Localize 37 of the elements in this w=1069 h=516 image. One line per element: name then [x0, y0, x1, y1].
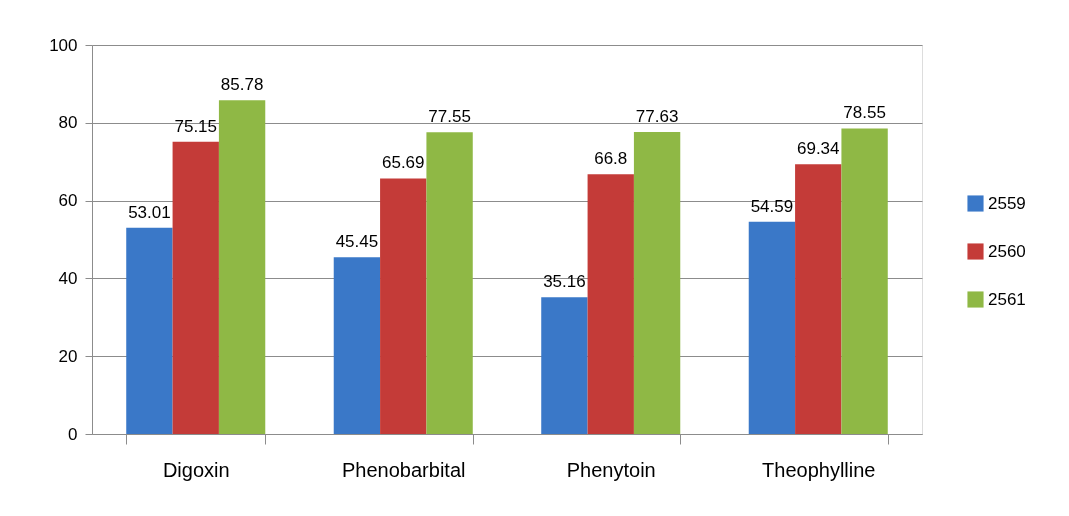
y-tick-label: 60 [58, 191, 78, 211]
bar [748, 221, 796, 434]
y-tick-label: 20 [58, 346, 78, 366]
data-label: 65.69 [381, 153, 425, 173]
data-label: 35.16 [543, 272, 586, 292]
data-label: 69.34 [796, 139, 840, 159]
bar [333, 257, 381, 434]
bar [541, 297, 588, 434]
x-tick-label: Theophylline [762, 458, 876, 481]
bar [218, 100, 266, 434]
data-label: 75.15 [174, 116, 218, 136]
y-tick-label: 40 [58, 268, 78, 288]
bar [633, 132, 681, 434]
legend-label: 2561 [988, 289, 1026, 309]
bar [841, 128, 888, 434]
x-tick-label: Digoxin [162, 458, 230, 481]
bar [126, 227, 173, 434]
data-label: 77.63 [635, 107, 679, 127]
data-label: 77.55 [428, 107, 471, 127]
y-tick-label: 0 [68, 424, 78, 444]
bar [380, 178, 427, 434]
data-label: 53.01 [128, 202, 171, 222]
bar [587, 174, 634, 434]
data-label: 78.55 [843, 103, 886, 123]
x-tick-label: Phenobarbital [342, 458, 466, 481]
data-label: 45.45 [335, 232, 379, 252]
y-tick-label: 80 [58, 113, 78, 133]
data-label: 66.8 [594, 149, 628, 169]
y-tick-label: 100 [49, 35, 78, 55]
legend-label: 2560 [988, 241, 1026, 261]
x-tick-label: Phenytoin [566, 458, 656, 481]
bar [172, 141, 219, 434]
bar [795, 164, 842, 434]
data-label: 54.59 [750, 196, 794, 216]
legend-label: 2559 [988, 193, 1026, 213]
bar [426, 132, 473, 434]
data-label: 85.78 [220, 75, 264, 95]
